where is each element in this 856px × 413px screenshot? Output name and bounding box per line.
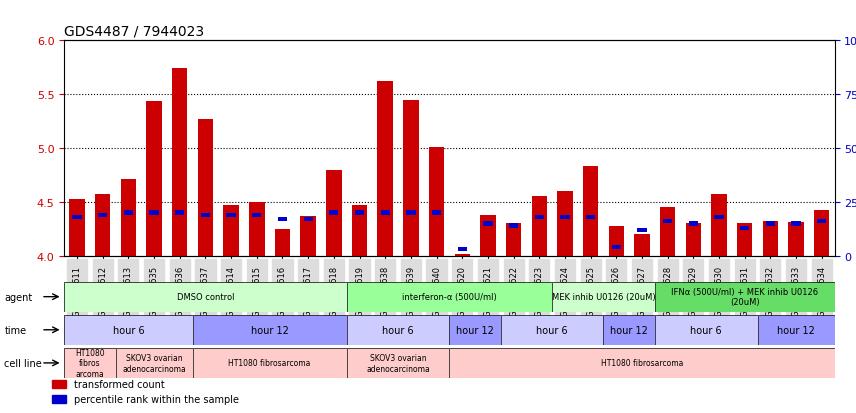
Bar <box>788 223 804 256</box>
Text: HT1080 fibrosarcoma: HT1080 fibrosarcoma <box>601 358 683 368</box>
Bar <box>407 211 415 215</box>
Text: hour 6: hour 6 <box>113 325 144 335</box>
Text: SKOV3 ovarian
adenocarcinoma: SKOV3 ovarian adenocarcinoma <box>122 354 186 373</box>
Bar <box>612 245 621 249</box>
Bar <box>609 226 624 256</box>
Bar <box>814 211 829 256</box>
Bar <box>150 211 158 215</box>
Bar <box>455 254 470 256</box>
Bar <box>304 217 312 222</box>
Bar <box>740 226 749 230</box>
Bar <box>223 206 239 256</box>
Bar <box>763 222 778 256</box>
Bar <box>432 211 441 215</box>
Bar <box>201 213 210 217</box>
Bar <box>583 167 598 256</box>
Bar <box>480 215 496 256</box>
Text: cell line: cell line <box>4 358 42 368</box>
Bar <box>509 224 518 228</box>
Bar <box>69 199 85 256</box>
Text: GDS4487 / 7944023: GDS4487 / 7944023 <box>64 25 205 39</box>
Text: hour 6: hour 6 <box>691 325 722 335</box>
Bar <box>458 247 467 252</box>
Bar <box>737 224 752 256</box>
Text: time: time <box>4 325 27 335</box>
Bar <box>715 215 723 220</box>
Bar <box>561 215 569 220</box>
Text: hour 12: hour 12 <box>456 325 494 335</box>
Bar <box>403 100 419 256</box>
Text: hour 12: hour 12 <box>610 325 648 335</box>
Bar <box>660 208 675 256</box>
Bar <box>557 192 573 256</box>
Legend: transformed count, percentile rank within the sample: transformed count, percentile rank withi… <box>48 375 243 408</box>
Bar <box>330 211 338 215</box>
Bar <box>278 217 287 222</box>
Bar <box>227 213 235 217</box>
Bar <box>532 197 547 256</box>
Bar <box>506 224 521 256</box>
Bar <box>535 215 544 220</box>
Text: HT1080 fibrosarcoma: HT1080 fibrosarcoma <box>229 358 311 368</box>
Bar <box>766 222 775 226</box>
Bar <box>300 216 316 256</box>
Bar <box>146 102 162 256</box>
Text: agent: agent <box>4 292 33 302</box>
Bar <box>175 211 184 215</box>
Bar <box>275 229 290 256</box>
Text: hour 6: hour 6 <box>537 325 568 335</box>
Bar <box>253 213 261 217</box>
Bar <box>792 222 800 226</box>
Bar <box>355 211 364 215</box>
Bar <box>198 120 213 256</box>
Bar <box>172 69 187 256</box>
Bar <box>586 215 595 220</box>
Text: DMSO control: DMSO control <box>176 292 235 301</box>
Text: interferon-α (500U/ml): interferon-α (500U/ml) <box>402 292 496 301</box>
Bar <box>124 211 133 215</box>
Bar <box>73 215 81 220</box>
Text: hour 12: hour 12 <box>777 325 815 335</box>
Bar <box>663 220 672 224</box>
Bar <box>484 222 492 226</box>
Bar <box>711 195 727 256</box>
Bar <box>249 202 265 256</box>
Bar <box>326 170 342 256</box>
Bar <box>689 222 698 226</box>
Text: HT1080
fibros
arcoma: HT1080 fibros arcoma <box>75 348 104 378</box>
Bar <box>634 235 650 256</box>
Bar <box>95 195 110 256</box>
Text: hour 12: hour 12 <box>251 325 288 335</box>
Text: hour 6: hour 6 <box>383 325 413 335</box>
Bar <box>638 228 646 233</box>
Bar <box>686 224 701 256</box>
Bar <box>121 180 136 256</box>
Bar <box>377 82 393 256</box>
Bar <box>817 220 826 224</box>
Text: SKOV3 ovarian
adenocarcinoma: SKOV3 ovarian adenocarcinoma <box>366 354 430 373</box>
Bar <box>381 211 389 215</box>
Text: MEK inhib U0126 (20uM): MEK inhib U0126 (20uM) <box>551 292 656 301</box>
Bar <box>352 206 367 256</box>
Bar <box>429 147 444 256</box>
Bar <box>98 213 107 217</box>
Text: IFNα (500U/ml) + MEK inhib U0126
(20uM): IFNα (500U/ml) + MEK inhib U0126 (20uM) <box>671 287 818 306</box>
